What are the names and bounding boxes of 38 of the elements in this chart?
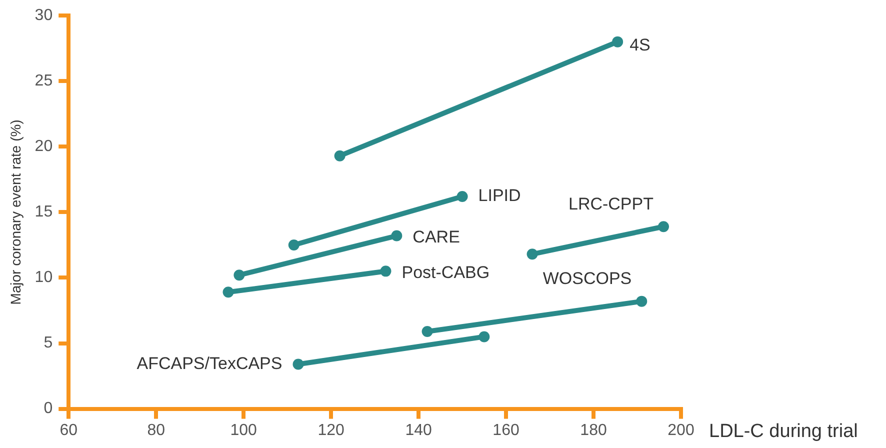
x-tick-label: 100 bbox=[230, 422, 258, 439]
point bbox=[422, 326, 433, 337]
series-label: CARE bbox=[412, 227, 460, 246]
point bbox=[380, 266, 392, 277]
point bbox=[292, 358, 304, 370]
y-tick-label: 25 bbox=[34, 72, 53, 90]
point bbox=[222, 286, 234, 298]
point bbox=[288, 239, 300, 250]
y-tick-label: 0 bbox=[44, 400, 53, 418]
series-label: 4S bbox=[630, 36, 650, 54]
x-tick-label: 180 bbox=[580, 422, 607, 439]
series-label: LRC-CPPT bbox=[568, 194, 654, 214]
y-tick-label: 15 bbox=[34, 204, 53, 221]
series-label: AFCAPS/TexCAPS bbox=[136, 354, 282, 373]
x-tick-label: 120 bbox=[318, 422, 344, 439]
point bbox=[636, 296, 648, 307]
point bbox=[612, 36, 624, 48]
point bbox=[658, 221, 670, 232]
series-label: WOSCOPS bbox=[542, 269, 632, 288]
point bbox=[234, 270, 245, 281]
y-axis-title: Major coronary event rate (%) bbox=[7, 120, 24, 305]
y-tick-label: 5 bbox=[44, 334, 53, 352]
series-label: Post-CABG bbox=[402, 262, 490, 282]
y-tick-label: 30 bbox=[34, 7, 53, 24]
point bbox=[478, 331, 490, 342]
point bbox=[334, 150, 346, 162]
x-axis-title: LDL-C during trial bbox=[709, 421, 858, 442]
x-tick-label: 140 bbox=[405, 422, 432, 439]
x-tick-label: 80 bbox=[147, 422, 166, 439]
point bbox=[391, 230, 402, 242]
y-tick-label: 10 bbox=[34, 269, 53, 286]
point bbox=[456, 190, 468, 202]
x-tick-label: 200 bbox=[668, 422, 694, 439]
point bbox=[526, 248, 538, 260]
x-tick-label: 160 bbox=[492, 422, 520, 439]
x-tick-label: 60 bbox=[60, 422, 78, 439]
series-label: LIPID bbox=[478, 186, 521, 206]
y-tick-label: 20 bbox=[34, 138, 53, 156]
